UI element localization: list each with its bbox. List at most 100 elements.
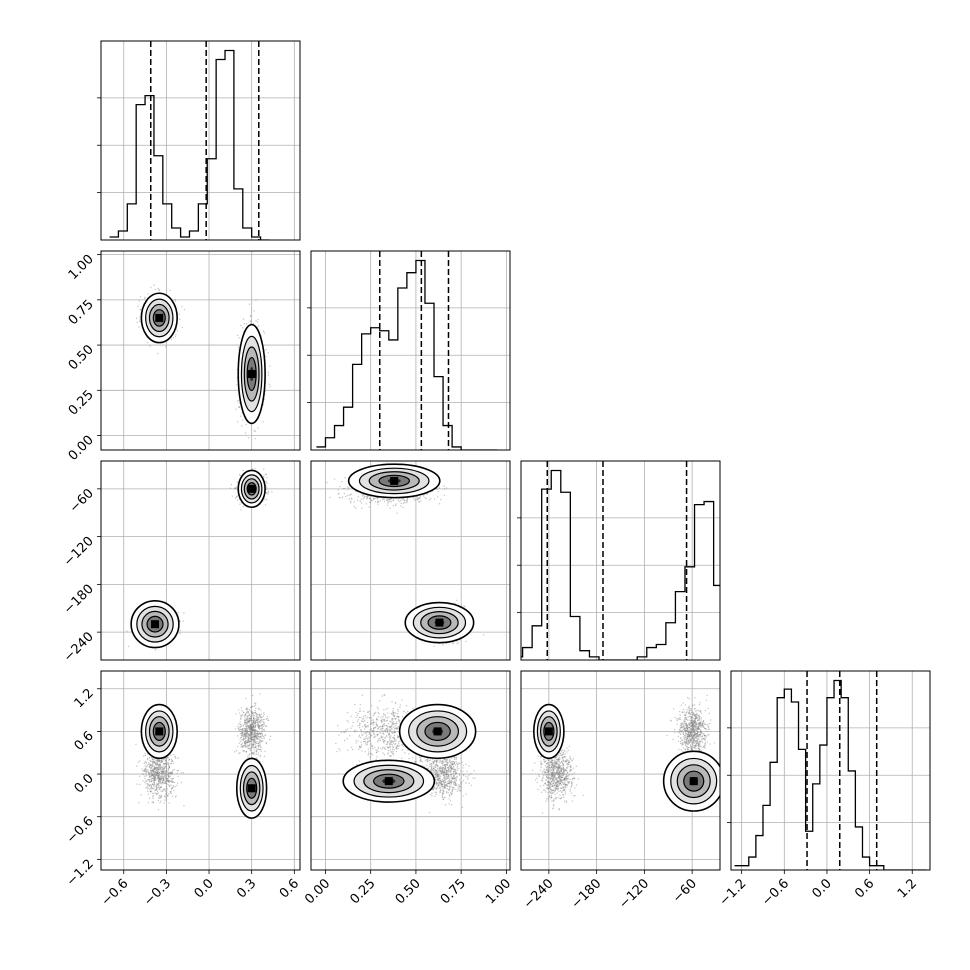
sample-point: [167, 768, 169, 771]
sample-point: [157, 776, 159, 778]
sample-point: [152, 759, 154, 761]
sample-point: [236, 400, 239, 402]
sample-point: [354, 507, 357, 509]
density-peak: [247, 484, 256, 493]
sample-point: [436, 488, 438, 490]
sample-point: [158, 797, 160, 799]
sample-point: [160, 778, 162, 781]
sample-point: [236, 486, 238, 488]
sample-point: [149, 770, 152, 773]
sample-point: [156, 793, 158, 796]
sample-point: [149, 784, 151, 787]
sample-point: [158, 289, 160, 291]
sample-point: [445, 487, 448, 489]
sample-point: [149, 774, 151, 776]
sample-point: [144, 765, 147, 768]
sample-point: [149, 345, 151, 347]
sample-point: [265, 473, 268, 476]
sample-point: [157, 763, 159, 766]
sample-point: [456, 640, 458, 643]
sample-point: [147, 769, 149, 771]
sample-point: [161, 781, 163, 784]
sample-point: [151, 758, 154, 760]
sample-point: [399, 500, 401, 503]
sample-point: [267, 491, 270, 494]
sample-point: [154, 288, 157, 291]
histogram-panel-1: [311, 251, 510, 450]
sample-point: [160, 766, 162, 769]
sample-point: [369, 501, 371, 503]
sample-point: [153, 776, 156, 779]
sample-point: [147, 293, 149, 295]
sample-point: [176, 330, 179, 332]
sample-point: [161, 772, 164, 775]
sample-point: [146, 790, 149, 793]
sample-point: [153, 765, 156, 768]
sample-point: [387, 498, 390, 501]
sample-point: [137, 305, 139, 308]
sample-point: [156, 763, 158, 766]
sample-point: [164, 760, 167, 762]
sample-point: [157, 759, 159, 762]
sample-point: [165, 778, 168, 780]
sample-point: [165, 793, 168, 795]
sample-point: [164, 793, 167, 795]
sample-point: [242, 318, 245, 320]
sample-point: [366, 498, 368, 500]
sample-point: [379, 500, 382, 502]
density-peak: [247, 370, 256, 379]
sample-point: [438, 503, 441, 505]
sample-point: [150, 771, 152, 774]
sample-point: [266, 499, 268, 501]
sample-point: [151, 758, 154, 760]
sample-point: [142, 755, 145, 757]
sample-point: [162, 771, 164, 773]
sample-point: [372, 497, 375, 499]
sample-point: [146, 758, 149, 760]
sample-point: [350, 502, 352, 504]
sample-point: [157, 799, 160, 802]
sample-point: [155, 768, 158, 771]
sample-point: [165, 796, 167, 799]
sample-point: [170, 780, 172, 783]
sample-point: [127, 645, 130, 648]
sample-point: [168, 765, 171, 768]
sample-point: [159, 778, 161, 780]
sample-point: [234, 497, 237, 499]
sample-point: [158, 797, 161, 799]
sample-point: [265, 481, 267, 483]
sample-point: [263, 468, 265, 470]
scatter-panel-0-3: [101, 671, 300, 870]
sample-point: [160, 786, 162, 789]
sample-point: [150, 779, 153, 781]
sample-point: [164, 782, 167, 784]
sample-point: [159, 772, 162, 775]
sample-point: [162, 768, 164, 771]
sample-point: [368, 506, 371, 508]
sample-point: [236, 481, 238, 483]
sample-point: [166, 756, 169, 758]
sample-point: [148, 773, 150, 775]
sample-point: [164, 759, 167, 761]
sample-point: [262, 330, 265, 332]
sample-point: [157, 768, 159, 770]
sample-point: [150, 767, 152, 769]
sample-point: [160, 794, 162, 797]
sample-point: [171, 779, 174, 781]
sample-point: [263, 475, 265, 477]
sample-point: [347, 486, 349, 488]
sample-point: [143, 762, 145, 765]
sample-point: [267, 490, 270, 493]
sample-point: [156, 771, 158, 774]
sample-point: [153, 284, 155, 286]
sample-point: [175, 334, 177, 336]
sample-point: [348, 487, 350, 489]
sample-point: [267, 374, 270, 376]
sample-point: [161, 769, 163, 771]
sample-point: [179, 629, 182, 632]
sample-point: [353, 501, 355, 503]
sample-point: [158, 766, 160, 769]
sample-point: [164, 766, 166, 768]
sample-point: [165, 798, 168, 800]
sample-point: [135, 317, 138, 319]
